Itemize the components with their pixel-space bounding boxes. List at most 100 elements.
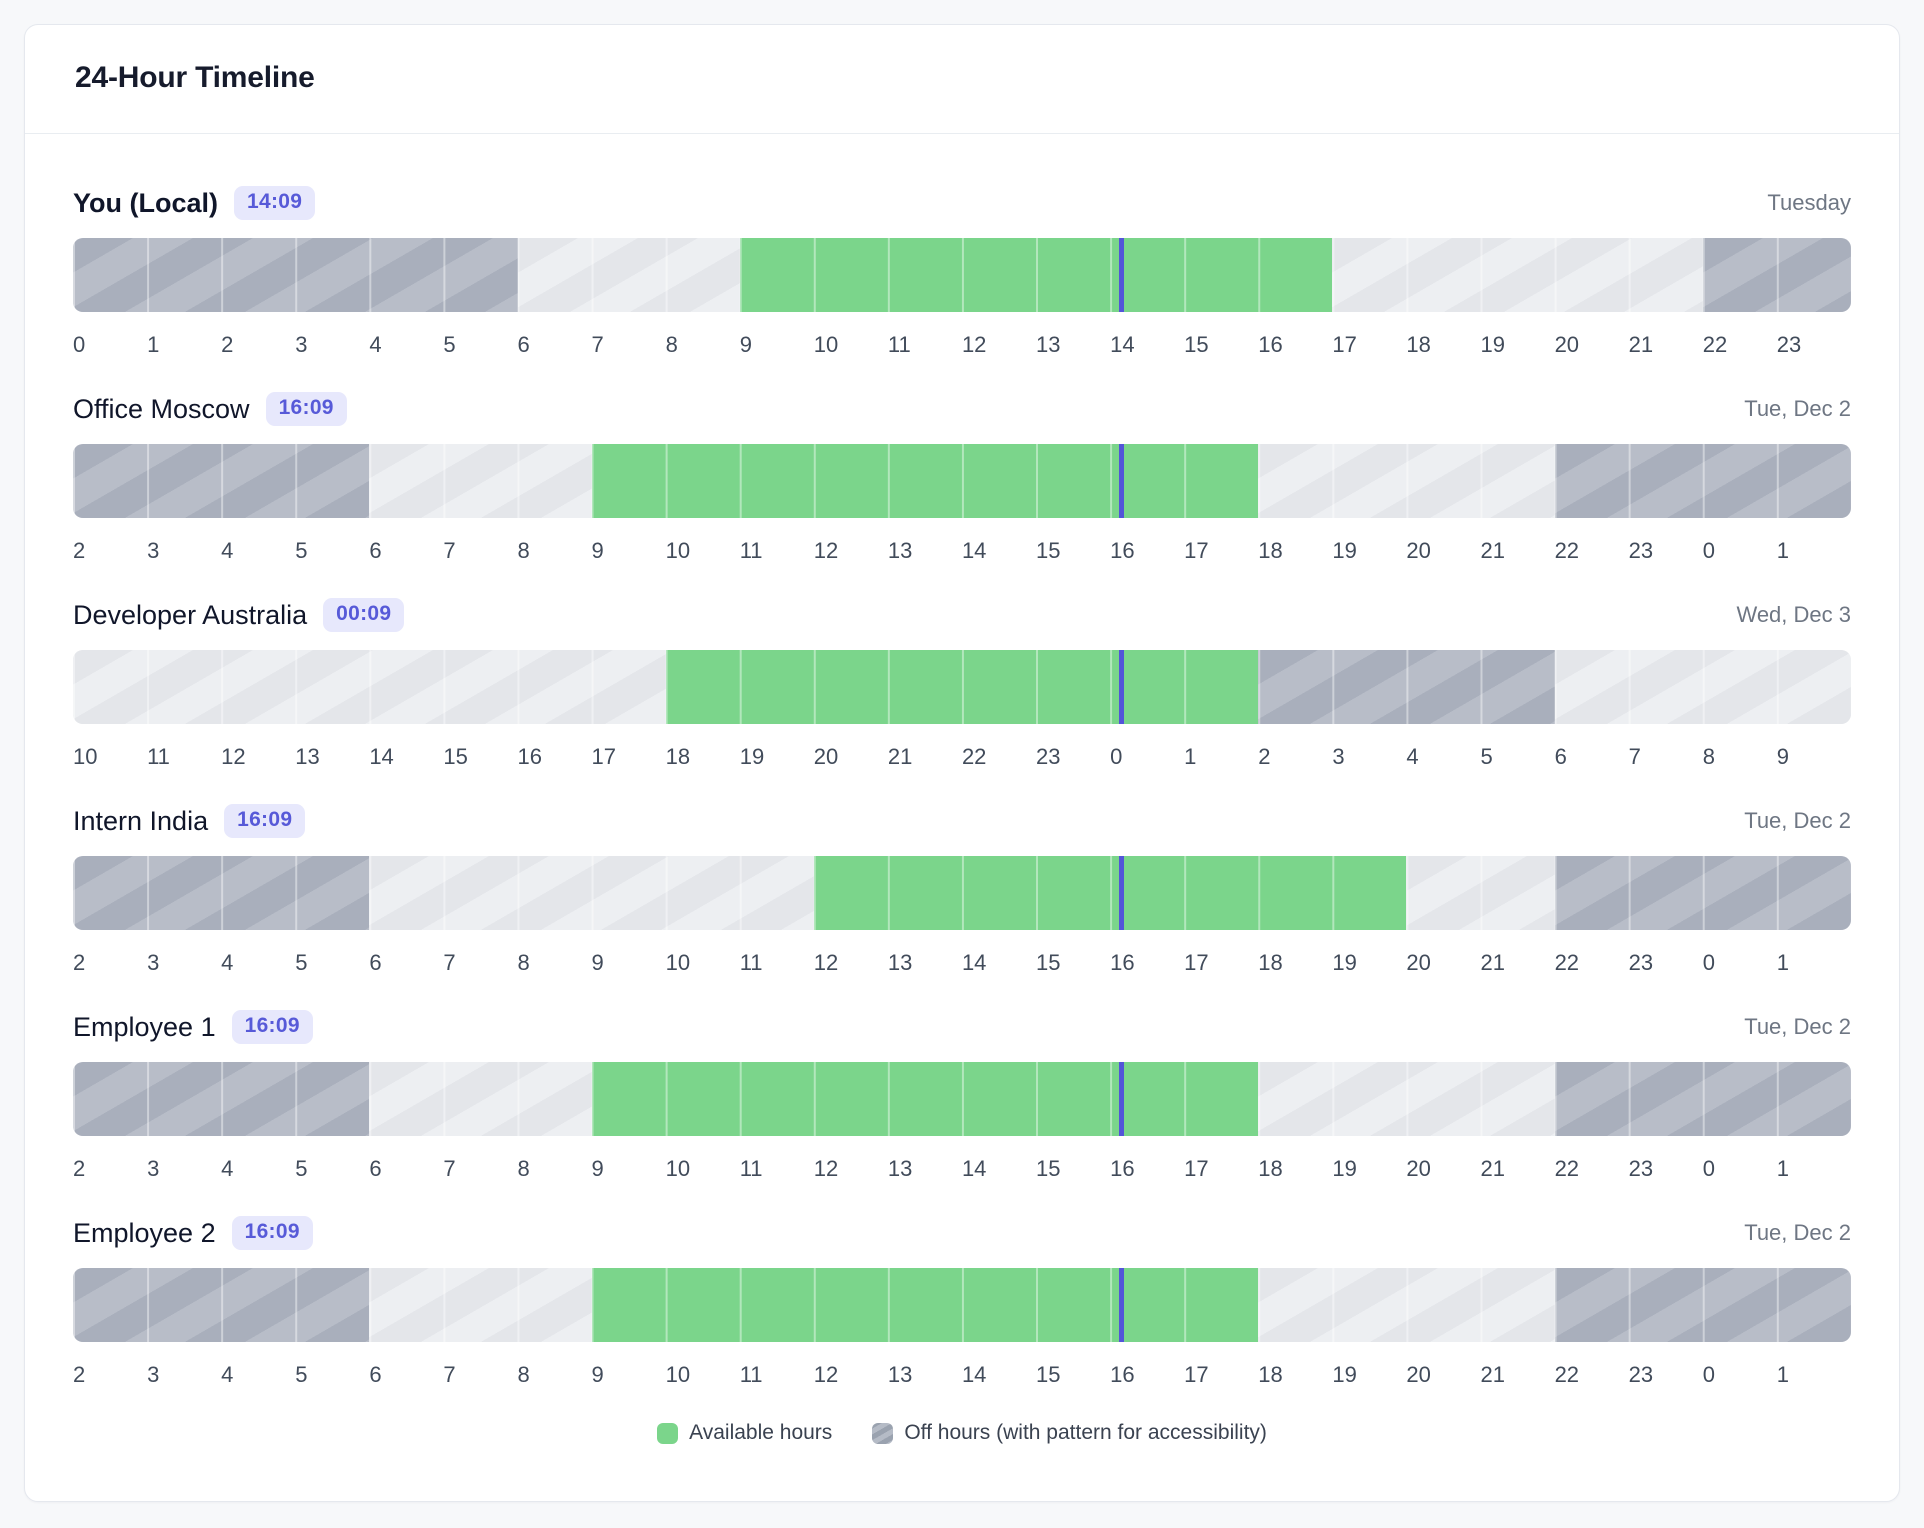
current-time-badge: 16:09 xyxy=(224,804,306,838)
timeline-bar xyxy=(73,1062,1851,1136)
hour-label: 3 xyxy=(147,1362,160,1387)
hour-label: 5 xyxy=(443,332,456,357)
current-time-marker xyxy=(1119,856,1125,930)
segment-night xyxy=(73,444,370,518)
segment-off xyxy=(1258,1062,1555,1136)
timezone-name: Office Moscow xyxy=(73,393,250,424)
hour-label: 7 xyxy=(443,950,456,975)
timezone-name: Employee 2 xyxy=(73,1217,216,1248)
hour-labels: 2 3 4 5 6 7 8 9 10 11 12 13 14 15 16 17 18 19 20 21 22 23 0 1 xyxy=(73,950,1851,976)
hour-label: 5 xyxy=(295,950,308,975)
hour-label: 17 xyxy=(1184,1362,1209,1387)
hour-label: 12 xyxy=(221,744,246,769)
hour-label: 11 xyxy=(739,950,763,975)
legend-label-available: Available hours xyxy=(689,1421,833,1444)
timeline-bar xyxy=(73,238,1851,312)
hour-label: 18 xyxy=(1258,538,1283,563)
segment-night xyxy=(1702,238,1851,312)
segment-available xyxy=(739,238,1333,312)
hour-label: 17 xyxy=(1332,332,1357,357)
hour-label: 1 xyxy=(147,332,160,357)
hour-label: 21 xyxy=(1480,950,1505,975)
hour-label: 19 xyxy=(1332,538,1357,563)
hour-label: 15 xyxy=(1036,950,1061,975)
segment-available xyxy=(813,856,1407,930)
hour-label: 4 xyxy=(1406,744,1419,769)
hour-label: 4 xyxy=(369,332,382,357)
hour-label: 20 xyxy=(1554,332,1580,357)
current-time-badge: 16:09 xyxy=(231,1010,313,1044)
timezone-day-label: Tue, Dec 2 xyxy=(1744,396,1851,421)
segment-night xyxy=(73,1062,370,1136)
hour-label: 6 xyxy=(1554,744,1567,769)
hour-label: 7 xyxy=(443,1156,456,1181)
hour-label: 19 xyxy=(1332,950,1357,975)
hour-label: 13 xyxy=(887,538,913,563)
segment-night xyxy=(73,1268,370,1342)
hour-label: 11 xyxy=(739,1362,763,1387)
timezone-rows: You (Local) 14:09 Tuesday 0 1 2 3 4 5 6 7 8 9 10 11 12 1… xyxy=(73,184,1851,1388)
hour-label: 6 xyxy=(369,538,382,563)
hour-label: 22 xyxy=(1702,332,1728,357)
hour-label: 16 xyxy=(517,744,542,769)
segment-night xyxy=(1554,1062,1851,1136)
timezone-row: Intern India 16:09 Tue, Dec 2 2 3 4 5 6 7 8 9 10 11 1… xyxy=(73,802,1851,976)
segment-night xyxy=(73,238,518,312)
hour-label: 13 xyxy=(887,1156,913,1181)
hour-label: 2 xyxy=(221,332,234,357)
segment-night xyxy=(1554,444,1851,518)
segment-night xyxy=(73,856,370,930)
hour-label: 11 xyxy=(739,538,763,563)
hour-label: 22 xyxy=(1554,1156,1580,1181)
hour-label: 23 xyxy=(1628,538,1654,563)
hour-labels: 2 3 4 5 6 7 8 9 10 11 12 13 14 15 16 17 18 19 20 21 22 23 0 1 xyxy=(73,1362,1851,1388)
hour-label: 12 xyxy=(961,332,987,357)
hour-labels: 2 3 4 5 6 7 8 9 10 11 12 13 14 15 16 17 18 19 20 21 22 23 0 1 xyxy=(73,538,1851,564)
hour-label: 17 xyxy=(1184,950,1209,975)
timeline-bar xyxy=(73,650,1851,724)
hour-label: 23 xyxy=(1628,950,1654,975)
segment-night xyxy=(1554,1268,1851,1342)
timezone-row: Office Moscow 16:09 Tue, Dec 2 2 3 4 5 6 7 8 9 10 11… xyxy=(73,390,1851,564)
timeline-card: 24-Hour Timeline You (Local) 14:09 Tuesday… xyxy=(24,24,1900,1502)
hour-label: 7 xyxy=(443,1362,456,1387)
hour-label: 0 xyxy=(1110,744,1123,769)
hour-label: 22 xyxy=(1554,950,1580,975)
hour-label: 4 xyxy=(221,950,234,975)
hour-label: 9 xyxy=(591,1362,604,1387)
hour-label: 20 xyxy=(1406,1156,1431,1181)
hour-label: 20 xyxy=(1406,538,1431,563)
hour-label: 3 xyxy=(1332,744,1345,769)
hour-label: 13 xyxy=(887,950,913,975)
hour-label: 2 xyxy=(73,950,86,975)
hour-label: 7 xyxy=(443,538,456,563)
hour-label: 0 xyxy=(1702,950,1715,975)
current-time-marker xyxy=(1119,1268,1125,1342)
hour-label: 17 xyxy=(1184,538,1209,563)
hour-label: 18 xyxy=(1406,332,1431,357)
timezone-day-label: Tue, Dec 2 xyxy=(1744,1220,1851,1245)
timezone-day-label: Wed, Dec 3 xyxy=(1736,602,1851,627)
hour-label: 22 xyxy=(1554,1362,1580,1387)
hour-label: 17 xyxy=(591,744,617,769)
hour-label: 15 xyxy=(1036,1362,1061,1387)
hour-label: 9 xyxy=(739,332,752,357)
hour-label: 15 xyxy=(1036,1156,1061,1181)
hour-label: 5 xyxy=(295,1362,308,1387)
hour-label: 0 xyxy=(1702,538,1715,563)
hour-label: 14 xyxy=(961,1156,987,1181)
hour-label: 15 xyxy=(1184,332,1209,357)
timezone-row-header: Employee 2 16:09 Tue, Dec 2 xyxy=(73,1214,1851,1252)
hour-label: 3 xyxy=(295,332,308,357)
segment-available xyxy=(665,650,1259,724)
current-time-badge: 14:09 xyxy=(234,186,316,220)
hour-label: 9 xyxy=(1776,744,1790,769)
hour-label: 7 xyxy=(1628,744,1641,769)
hour-label: 10 xyxy=(665,1362,691,1387)
hour-label: 16 xyxy=(1258,332,1283,357)
legend: Available hours Off hours (with pattern … xyxy=(73,1420,1851,1446)
segment-off xyxy=(1332,238,1703,312)
hour-label: 3 xyxy=(147,950,160,975)
hour-label: 19 xyxy=(739,744,765,769)
hour-label: 14 xyxy=(961,538,987,563)
